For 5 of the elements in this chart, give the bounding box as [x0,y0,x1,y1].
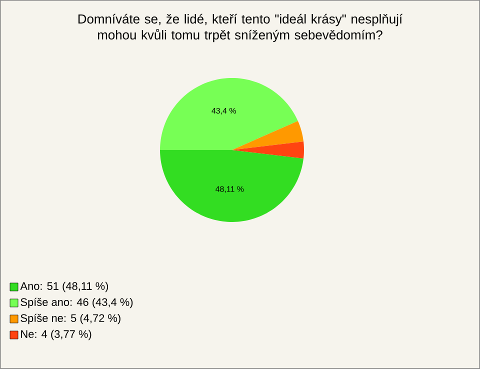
legend-label: Spíše ne: 5 (4,72 %) [20,314,120,324]
legend-label: Spíše ano: 46 (43,4 %) [20,298,133,308]
legend-label: Ne: 4 (3,77 %) [21,330,92,340]
legend-label: Ano: 51 (48,11 %) [20,282,108,292]
chart-title: Domníváte se, že lidé, kteří tento "ideál krásy" nesplňují mohou kvůli tomu trpět sníženým sebevědomím? [78,14,403,42]
